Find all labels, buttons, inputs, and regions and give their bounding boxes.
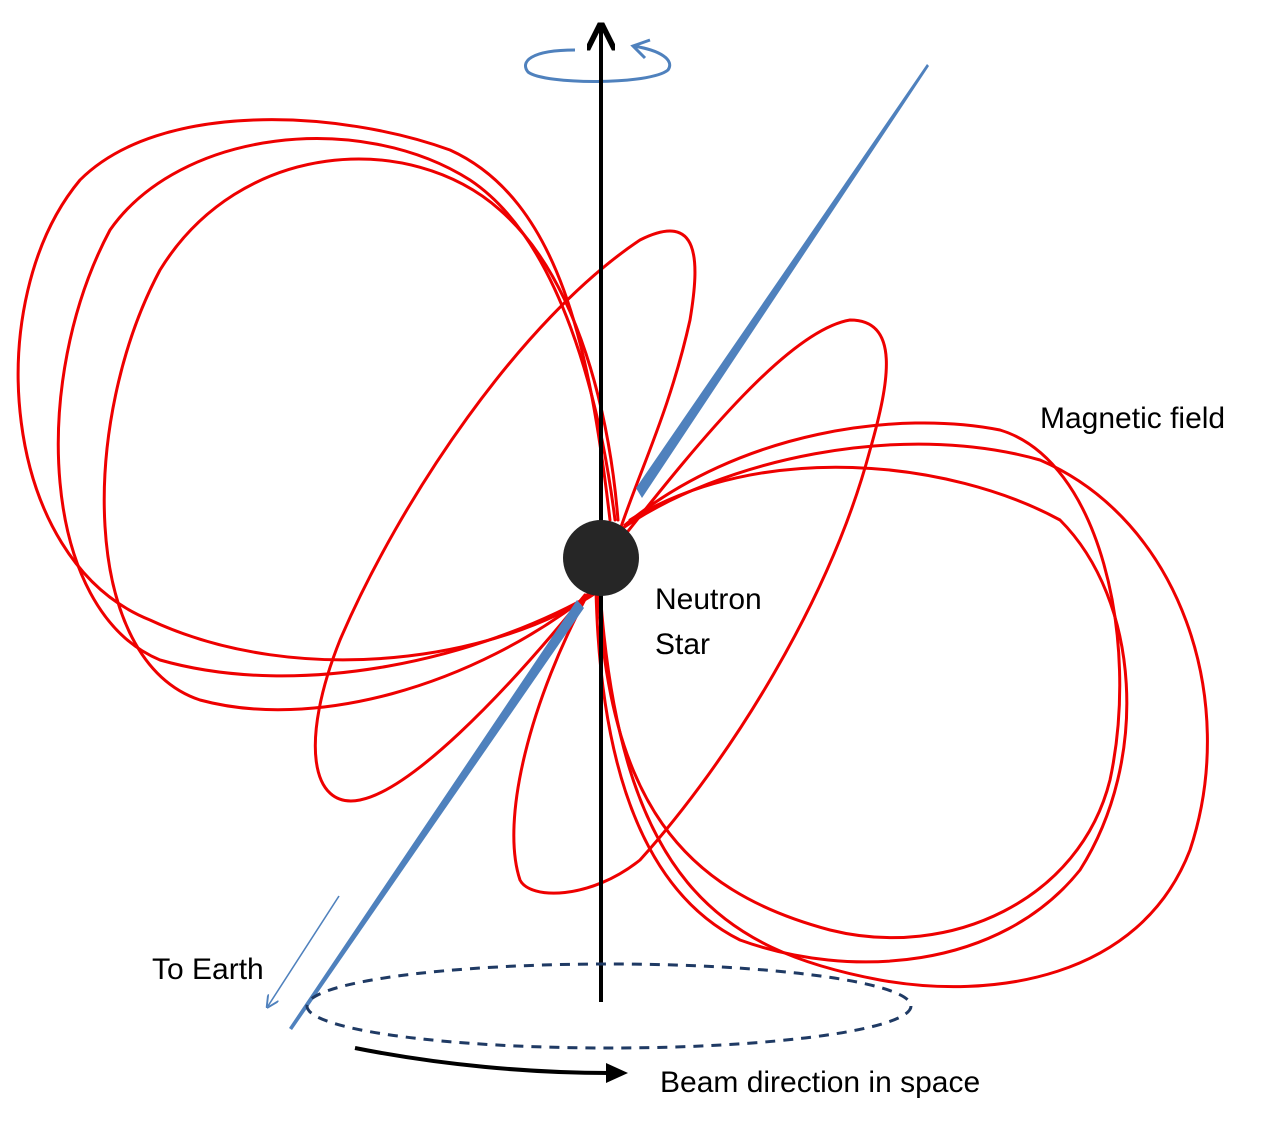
rotation-arrowhead	[630, 38, 651, 60]
magnetic-field-lines	[16, 118, 1209, 989]
field-loop-lower-middle	[596, 421, 1122, 940]
beam-direction-arrow	[354, 1046, 611, 1075]
magnetic-field-label: Magnetic field	[1040, 402, 1225, 435]
star-label: Star	[655, 628, 710, 661]
beam-direction-label: Beam direction in space	[660, 1066, 980, 1099]
field-loop-upper-outer	[16, 118, 612, 662]
rotation-arrow	[524, 44, 672, 83]
field-loop-lower-lobe	[512, 318, 888, 895]
field-loop-lower-inner	[594, 465, 1129, 964]
field-loop-lower-outer	[598, 442, 1209, 989]
beam-upper	[636, 64, 929, 498]
to-earth-arrow	[268, 895, 340, 1006]
to-earth-label: To Earth	[152, 953, 264, 986]
neutron-label: Neutron	[655, 583, 762, 616]
field-loop-upper-inner	[102, 157, 620, 712]
field-loop-upper-lobe	[313, 229, 697, 803]
beam-orbit-ellipse	[305, 962, 913, 1050]
rotation-indicator	[524, 38, 672, 83]
neutron-star	[563, 520, 639, 596]
field-loop-upper-middle	[56, 137, 617, 678]
radiation-beam	[289, 64, 929, 1030]
beam-direction-arrowhead	[606, 1063, 628, 1083]
beam-lower	[289, 600, 584, 1030]
